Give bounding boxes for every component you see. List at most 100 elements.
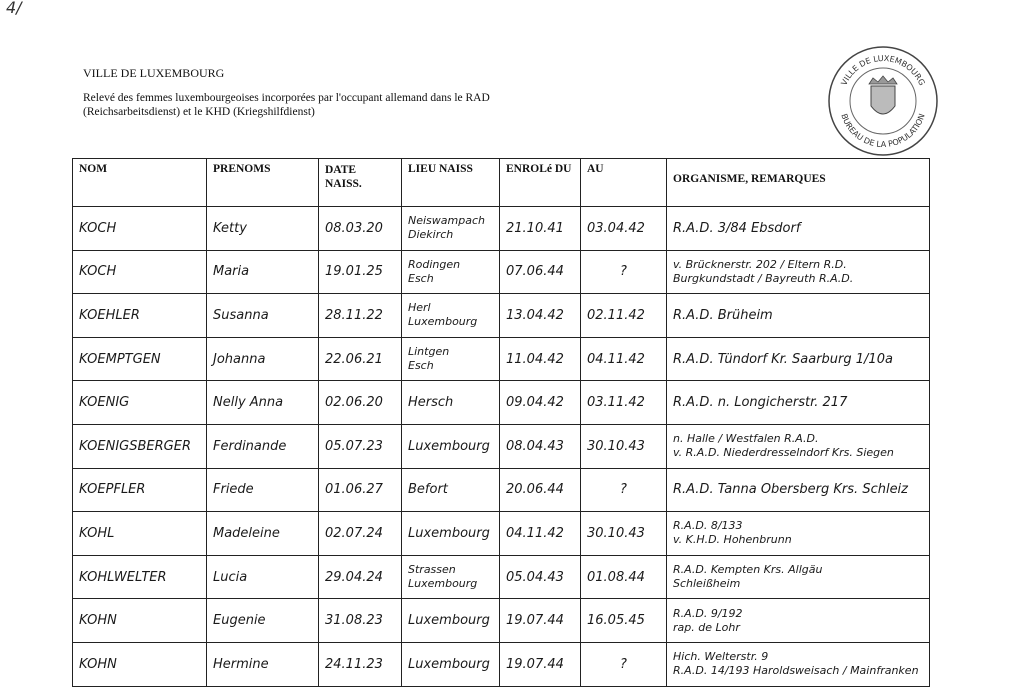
cell-au: 30.10.43 [580,511,667,556]
cell-remarques: R.A.D. Tanna Obersberg Krs. Schleiz [666,467,930,513]
cell-remarques: R.A.D. 3/84 Ebsdorf [666,206,930,251]
cell-remarques-line: R.A.D. Kempten Krs. Allgäu [673,563,823,577]
cell-au: 01.08.44 [580,554,667,600]
cell-lieu-naiss-line: Hersch [408,395,454,411]
table-row: KOENIGSBERGER Ferdinande 05.07.23 Luxembour… [72,423,930,469]
cell-lieu-naiss-line: Rodingen [408,257,461,271]
cell-date-naiss: 22.06.21 [318,336,402,382]
cell-date-naiss: 29.04.24 [318,554,402,600]
records-table: NOM PRENOMS DATE NAISS. LIEU NAISS ENROL… [72,158,930,687]
cell-prenoms: Eugenie [206,598,319,643]
cell-prenoms: Ferdinande [206,423,319,469]
cell-nom: KOENIGSBERGER [72,423,207,469]
table-row: KOHL Madeleine 02.07.24 Luxembourg 04.11.42 3… [72,511,930,556]
cell-lieu-naiss: Lintgen Esch [401,336,500,382]
cell-remarques-line: R.A.D. 3/84 Ebsdorf [673,220,801,236]
cell-remarques-line: R.A.D. Tündorf Kr. Saarburg 1/10a [673,351,893,367]
column-header-date: DATE NAISS. [318,158,402,207]
cell-remarques: R.A.D. n. Longicherstr. 217 [666,380,930,425]
table-row: KOCH Ketty 08.03.20 Neiswampach Diekirch 21.1… [72,206,930,251]
cell-remarques: Hich. Welterstr. 9 R.A.D. 14/193 Haroldsw… [666,641,930,687]
cell-lieu-naiss: Luxembourg [401,511,500,556]
column-header-au: AU [580,158,667,207]
cell-lieu-naiss-line: Esch [408,359,434,373]
cell-au: 30.10.43 [580,423,667,469]
cell-prenoms: Johanna [206,336,319,382]
cell-nom: KOCH [72,249,207,295]
cell-lieu-naiss: Hersch [401,380,500,425]
cell-lieu-naiss-line: Strassen [408,563,456,577]
cell-nom: KOEMPTGEN [72,336,207,382]
cell-date-naiss: 28.11.22 [318,293,402,338]
table-row: KOCH Maria 19.01.25 Rodingen Esch 07.06.44? v.… [72,249,930,295]
official-stamp: VILLE DE LUXEMBOURG BUREAU DE LA POPULAT… [828,46,938,156]
column-header-lieu: LIEU NAISS [401,158,500,207]
column-header-remarques: ORGANISME, REMARQUES [666,158,930,207]
cell-enrole-du: 05.04.43 [499,554,581,600]
cell-nom: KOEPFLER [72,467,207,513]
cell-remarques-line: rap. de Lohr [673,620,740,634]
cell-date-naiss: 02.07.24 [318,511,402,556]
cell-remarques: R.A.D. Brüheim [666,293,930,338]
cell-remarques-line: R.A.D. Brüheim [673,307,773,323]
cell-au: ? [580,249,667,295]
document-subtitle: Relevé des femmes luxembourgeoises incor… [83,92,490,118]
page-number-handwritten: 4/ [6,0,22,17]
cell-date-naiss: 19.01.25 [318,249,402,295]
cell-prenoms: Nelly Anna [206,380,319,425]
cell-nom: KOHN [72,641,207,687]
cell-remarques: R.A.D. Tündorf Kr. Saarburg 1/10a [666,336,930,382]
cell-lieu-naiss-line: Esch [408,271,434,285]
cell-prenoms: Lucia [206,554,319,600]
table-row: KOEHLER Susanna 28.11.22 Herl Luxembourg 13.0… [72,293,930,338]
cell-lieu-naiss: Neiswampach Diekirch [401,206,500,251]
cell-enrole-du: 04.11.42 [499,511,581,556]
cell-lieu-naiss-line: Luxembourg [408,525,490,541]
cell-nom: KOHLWELTER [72,554,207,600]
cell-enrole-du: 20.06.44 [499,467,581,513]
cell-lieu-naiss: Strassen Luxembourg [401,554,500,600]
svg-text:BUREAU DE LA POPULATION: BUREAU DE LA POPULATION [839,113,926,150]
cell-date-naiss: 02.06.20 [318,380,402,425]
cell-lieu-naiss-line: Luxembourg [408,656,490,672]
cell-lieu-naiss-line: Luxembourg [408,315,478,329]
cell-lieu-naiss-line: Diekirch [408,228,454,242]
cell-lieu-naiss-line: Neiswampach [408,214,485,228]
cell-enrole-du: 11.04.42 [499,336,581,382]
cell-prenoms: Susanna [206,293,319,338]
column-header-nom: NOM [72,158,207,207]
cell-enrole-du: 07.06.44 [499,249,581,295]
cell-prenoms: Ketty [206,206,319,251]
cell-au: 03.11.42 [580,380,667,425]
cell-nom: KOHL [72,511,207,556]
cell-prenoms: Friede [206,467,319,513]
cell-remarques-line: R.A.D. 8/133 [673,519,743,533]
table-header-row: NOM PRENOMS DATE NAISS. LIEU NAISS ENROL… [72,158,930,207]
cell-remarques-line: Schleißheim [673,577,741,591]
cell-lieu-naiss: Befort [401,467,500,513]
cell-nom: KOCH [72,206,207,251]
cell-nom: KOHN [72,598,207,643]
table-row: KOEMPTGEN Johanna 22.06.21 Lintgen Esch 11.04… [72,336,930,382]
table-row: KOHN Hermine 24.11.23 Luxembourg 19.07.44? Hi… [72,641,930,687]
cell-enrole-du: 21.10.41 [499,206,581,251]
cell-lieu-naiss-line: Lintgen [408,345,450,359]
cell-au: ? [580,467,667,513]
cell-lieu-naiss-line: Befort [408,482,448,498]
cell-remarques-line: n. Halle / Westfalen R.A.D. [673,432,819,446]
cell-lieu-naiss: Herl Luxembourg [401,293,500,338]
cell-lieu-naiss: Luxembourg [401,598,500,643]
cell-lieu-naiss: Luxembourg [401,423,500,469]
cell-enrole-du: 13.04.42 [499,293,581,338]
table-row: KOHN Eugenie 31.08.23 Luxembourg 19.07.44 16.… [72,598,930,643]
table-row: KOENIG Nelly Anna 02.06.20 Hersch 09.04.42 03… [72,380,930,425]
cell-remarques-line: Hich. Welterstr. 9 [673,650,769,664]
cell-enrole-du: 09.04.42 [499,380,581,425]
cell-enrole-du: 08.04.43 [499,423,581,469]
cell-remarques-line: Burgkundstadt / Bayreuth R.A.D. [673,271,854,285]
cell-au: ? [580,641,667,687]
table-row: KOHLWELTER Lucia 29.04.24 Strassen Luxembour… [72,554,930,600]
cell-remarques: R.A.D. 8/133 v. K.H.D. Hohenbrunn [666,511,930,556]
cell-au: 04.11.42 [580,336,667,382]
column-header-enrole: ENROLé DU [499,158,581,207]
